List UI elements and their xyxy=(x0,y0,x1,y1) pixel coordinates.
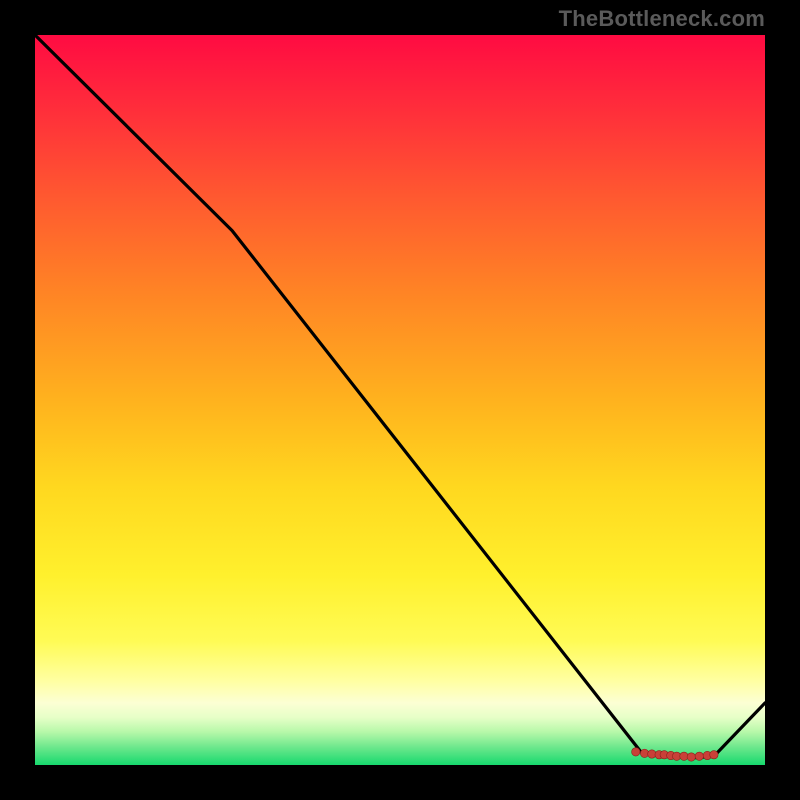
marker-point xyxy=(710,751,718,759)
chart-frame: TheBottleneck.com xyxy=(0,0,800,800)
watermark-text: TheBottleneck.com xyxy=(559,6,765,32)
bottleneck-chart xyxy=(35,35,765,765)
marker-point xyxy=(695,752,703,760)
marker-point xyxy=(632,748,640,756)
marker-point xyxy=(687,753,695,761)
